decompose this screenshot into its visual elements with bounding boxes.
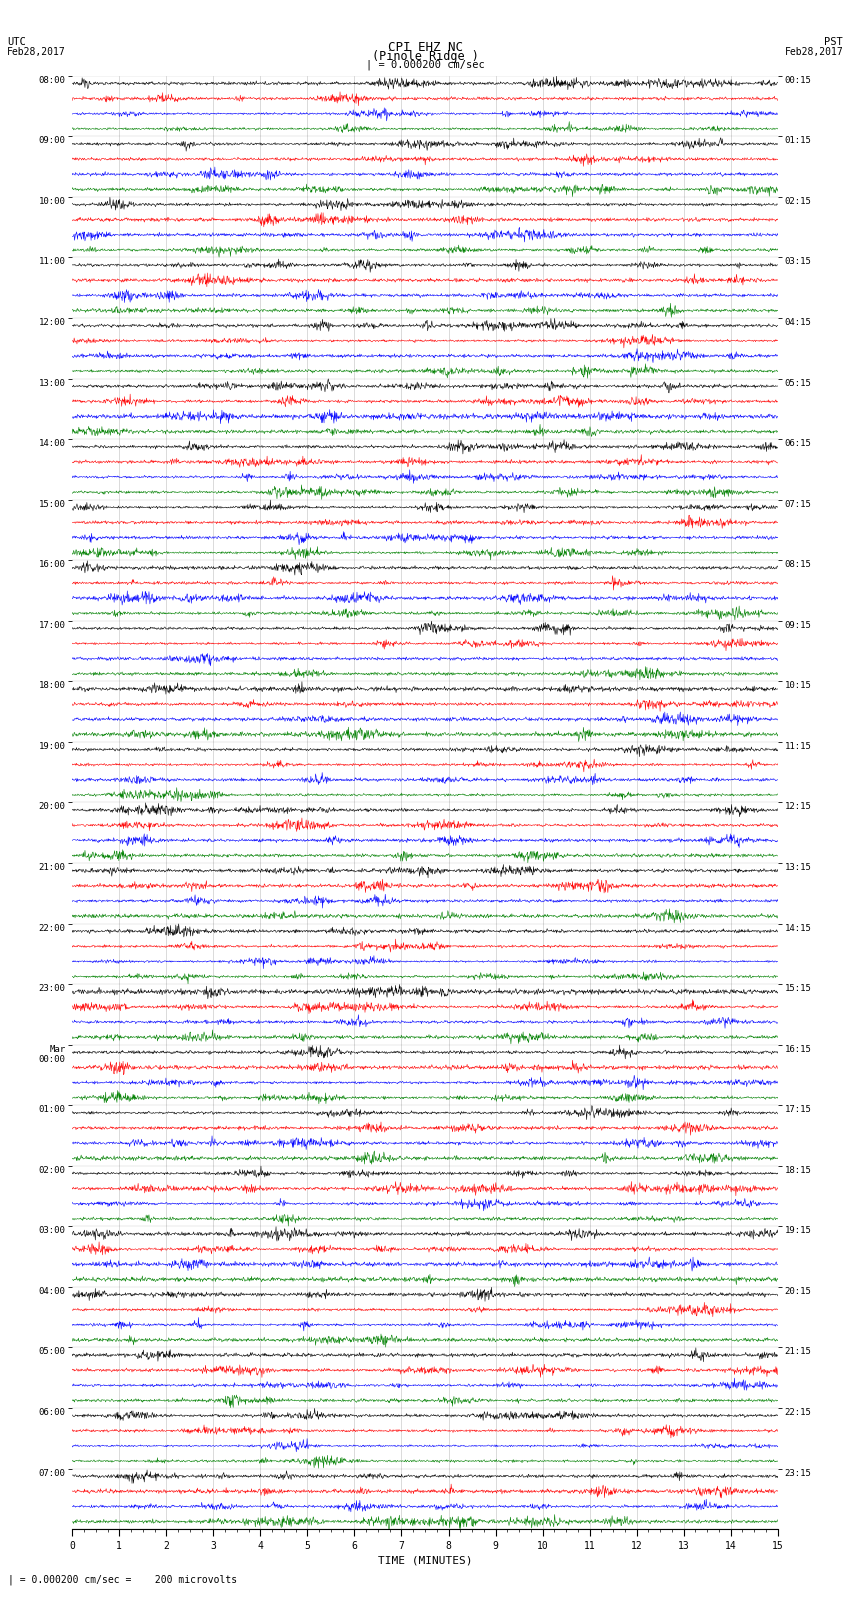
Text: | = 0.000200 cm/sec =    200 microvolts: | = 0.000200 cm/sec = 200 microvolts [8, 1574, 238, 1586]
Text: PST: PST [824, 37, 843, 47]
Text: CPI EHZ NC: CPI EHZ NC [388, 40, 462, 55]
Text: Feb28,2017: Feb28,2017 [785, 47, 843, 56]
Text: Feb28,2017: Feb28,2017 [7, 47, 65, 56]
Text: (Pinole Ridge ): (Pinole Ridge ) [371, 50, 479, 63]
Text: | = 0.000200 cm/sec: | = 0.000200 cm/sec [366, 60, 484, 71]
Text: UTC: UTC [7, 37, 26, 47]
X-axis label: TIME (MINUTES): TIME (MINUTES) [377, 1555, 473, 1565]
